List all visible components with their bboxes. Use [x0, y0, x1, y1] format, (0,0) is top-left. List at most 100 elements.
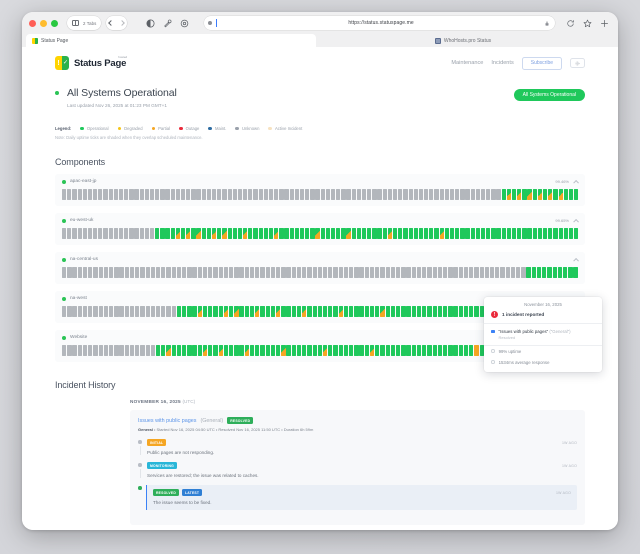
- uptime-tick[interactable]: [260, 345, 265, 356]
- component-card[interactable]: na-central-us: [55, 252, 585, 284]
- uptime-tick[interactable]: [418, 228, 424, 239]
- forward-icon[interactable]: [119, 20, 126, 26]
- uptime-tick[interactable]: [427, 345, 432, 356]
- uptime-tick[interactable]: [359, 345, 364, 356]
- tooltip-incident-item[interactable]: "Issues with public pages" ("General") R…: [484, 324, 602, 346]
- uptime-tick[interactable]: [439, 228, 444, 239]
- uptime-tick[interactable]: [552, 267, 557, 278]
- uptime-tick[interactable]: [175, 228, 181, 239]
- uptime-tick[interactable]: [192, 267, 197, 278]
- uptime-tick[interactable]: [422, 306, 427, 317]
- uptime-tick[interactable]: [160, 228, 165, 239]
- uptime-tick[interactable]: [453, 345, 458, 356]
- uptime-tick[interactable]: [322, 306, 328, 317]
- uptime-tick[interactable]: [390, 345, 396, 356]
- uptime-tick[interactable]: [77, 189, 82, 200]
- uptime-tick[interactable]: [325, 228, 331, 239]
- uptime-tick[interactable]: [67, 189, 72, 200]
- uptime-tick[interactable]: [145, 345, 150, 356]
- uptime-tick[interactable]: [114, 345, 119, 356]
- uptime-tick[interactable]: [103, 189, 108, 200]
- maximize-window-button[interactable]: [51, 19, 58, 27]
- uptime-tick[interactable]: [380, 345, 385, 356]
- uptime-tick[interactable]: [458, 267, 463, 278]
- uptime-tick[interactable]: [310, 189, 315, 200]
- uptime-tick[interactable]: [460, 189, 465, 200]
- uptime-tick[interactable]: [135, 306, 140, 317]
- uptime-tick[interactable]: [574, 189, 579, 200]
- uptime-tick[interactable]: [166, 345, 171, 356]
- uptime-tick[interactable]: [232, 228, 237, 239]
- uptime-tick[interactable]: [396, 306, 401, 317]
- uptime-tick[interactable]: [218, 267, 223, 278]
- uptime-tick[interactable]: [390, 306, 396, 317]
- uptime-tick[interactable]: [312, 345, 317, 356]
- uptime-tick[interactable]: [349, 267, 354, 278]
- uptime-tick[interactable]: [474, 306, 479, 317]
- uptime-tick[interactable]: [299, 228, 305, 239]
- uptime-tick[interactable]: [413, 189, 418, 200]
- uptime-tick[interactable]: [385, 306, 390, 317]
- uptime-tick[interactable]: [403, 228, 408, 239]
- chevron-up-icon[interactable]: [574, 219, 578, 223]
- uptime-tick[interactable]: [113, 228, 118, 239]
- uptime-tick[interactable]: [408, 189, 413, 200]
- uptime-tick[interactable]: [496, 228, 501, 239]
- uptime-tick[interactable]: [201, 189, 206, 200]
- uptime-tick[interactable]: [422, 267, 427, 278]
- uptime-tick[interactable]: [260, 267, 265, 278]
- uptime-tick[interactable]: [343, 306, 349, 317]
- uptime-tick[interactable]: [260, 306, 265, 317]
- component-card[interactable]: apac-east-jp 99.46%: [55, 174, 585, 206]
- uptime-tick[interactable]: [354, 306, 359, 317]
- uptime-tick[interactable]: [150, 306, 156, 317]
- uptime-tick[interactable]: [375, 345, 380, 356]
- uptime-tick[interactable]: [155, 267, 161, 278]
- uptime-tick[interactable]: [406, 267, 411, 278]
- uptime-tick[interactable]: [249, 345, 255, 356]
- uptime-tick[interactable]: [547, 267, 552, 278]
- uptime-tick[interactable]: [369, 306, 375, 317]
- uptime-tick[interactable]: [281, 267, 286, 278]
- uptime-tick[interactable]: [62, 189, 67, 200]
- uptime-tick-bar[interactable]: [62, 189, 579, 200]
- uptime-tick[interactable]: [349, 306, 354, 317]
- uptime-tick[interactable]: [356, 189, 362, 200]
- uptime-tick[interactable]: [192, 345, 197, 356]
- settings-button[interactable]: [570, 58, 585, 68]
- uptime-tick[interactable]: [213, 267, 218, 278]
- uptime-tick[interactable]: [82, 189, 87, 200]
- uptime-tick[interactable]: [274, 189, 279, 200]
- uptime-tick[interactable]: [129, 267, 135, 278]
- uptime-tick[interactable]: [286, 306, 291, 317]
- uptime-tick[interactable]: [557, 267, 563, 278]
- uptime-tick[interactable]: [124, 189, 129, 200]
- uptime-tick[interactable]: [134, 189, 139, 200]
- uptime-tick[interactable]: [77, 267, 82, 278]
- uptime-tick[interactable]: [500, 267, 505, 278]
- uptime-tick[interactable]: [517, 228, 522, 239]
- uptime-tick[interactable]: [387, 189, 393, 200]
- uptime-tick[interactable]: [186, 189, 191, 200]
- uptime-tick[interactable]: [401, 306, 406, 317]
- uptime-tick[interactable]: [380, 306, 385, 317]
- uptime-tick[interactable]: [274, 228, 279, 239]
- uptime-tick[interactable]: [258, 189, 263, 200]
- uptime-tick[interactable]: [432, 345, 437, 356]
- uptime-tick[interactable]: [243, 228, 248, 239]
- uptime-tick[interactable]: [396, 267, 401, 278]
- uptime-tick[interactable]: [563, 267, 568, 278]
- subscribe-button[interactable]: Subscribe: [521, 56, 562, 70]
- bookmark-star-icon[interactable]: [583, 19, 592, 28]
- uptime-tick[interactable]: [506, 228, 512, 239]
- uptime-tick[interactable]: [208, 267, 213, 278]
- uptime-tick[interactable]: [275, 267, 281, 278]
- uptime-tick[interactable]: [312, 267, 317, 278]
- uptime-tick[interactable]: [377, 189, 382, 200]
- uptime-tick[interactable]: [442, 306, 448, 317]
- uptime-tick[interactable]: [275, 345, 281, 356]
- uptime-tick[interactable]: [398, 228, 403, 239]
- uptime-tick[interactable]: [114, 267, 119, 278]
- reload-icon[interactable]: [566, 19, 575, 28]
- uptime-tick[interactable]: [98, 306, 103, 317]
